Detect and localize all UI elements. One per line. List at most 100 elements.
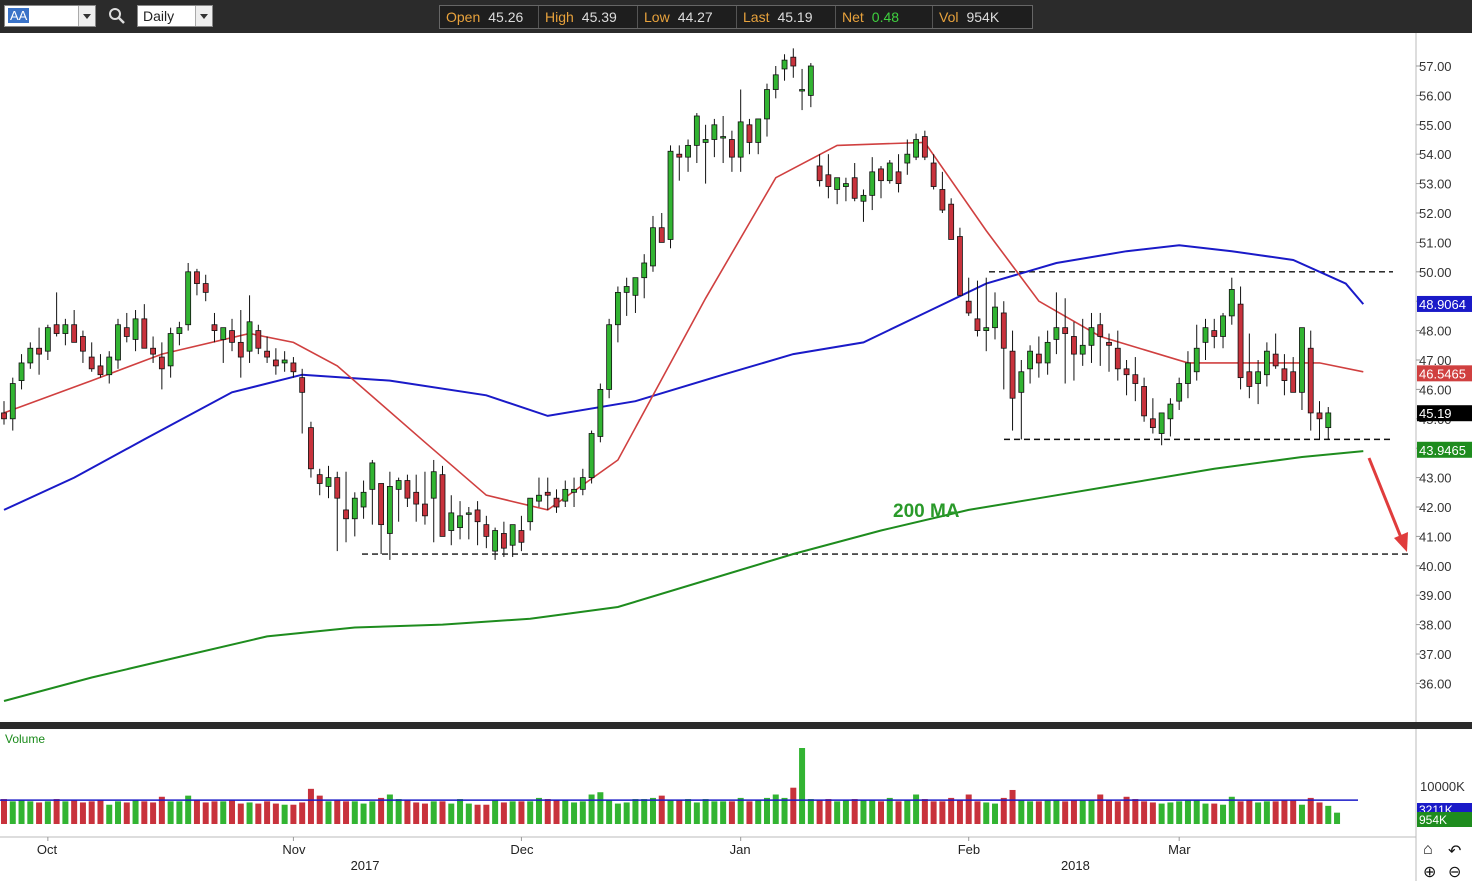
candle-up: [492, 530, 499, 552]
candle-down: [1316, 412, 1323, 420]
candle-down: [404, 480, 411, 499]
candle-down: [1035, 353, 1042, 364]
volume-bar: [351, 801, 358, 824]
candle-down: [71, 324, 78, 343]
volume-bar: [1149, 802, 1156, 824]
chevron-down-icon[interactable]: [195, 6, 212, 26]
candle-down: [658, 227, 665, 243]
toolbar: AA Daily Open 45.26 High 45.39 Low 44.27 La…: [0, 0, 1472, 33]
period-value: Daily: [143, 8, 175, 24]
volume-bar: [421, 803, 428, 824]
chevron-down-icon[interactable]: [78, 6, 95, 26]
trend-arrow-head: [1394, 532, 1408, 552]
volume-bar: [1123, 796, 1130, 824]
volume-bar: [255, 803, 262, 824]
volume-bar: [509, 801, 516, 824]
volume-bar: [123, 802, 130, 824]
volume-bar: [211, 801, 218, 824]
candle-down: [1071, 336, 1077, 355]
home-icon[interactable]: ⌂: [1423, 841, 1433, 858]
volume-bar: [150, 802, 157, 824]
candle-down: [921, 136, 928, 158]
candle-up: [667, 150, 674, 240]
candle-down: [1000, 312, 1007, 349]
volume-bar: [264, 801, 271, 824]
candle-up: [1167, 403, 1174, 420]
volume-bar: [816, 800, 823, 824]
volume-bar: [948, 797, 955, 824]
ma-200-annotation: 200 MA: [893, 501, 960, 522]
candle-up: [799, 89, 805, 92]
volume-bar: [1246, 800, 1253, 824]
volume-bar: [386, 794, 393, 824]
volume-bar: [299, 802, 306, 824]
volume-bar: [685, 799, 692, 824]
candle-down: [1132, 374, 1139, 384]
volume-bar: [281, 804, 288, 824]
undo-icon[interactable]: ↶: [1448, 843, 1462, 860]
volume-bar: [1325, 805, 1332, 824]
candle-down: [123, 327, 130, 337]
candle-down: [264, 350, 271, 358]
symbol-value: AA: [8, 8, 30, 23]
volume-bar: [983, 802, 990, 824]
volume-bar: [1334, 812, 1341, 824]
volume-bar: [106, 804, 113, 824]
candle-down: [878, 168, 884, 182]
candle-up: [1018, 371, 1025, 393]
candle-up: [44, 327, 51, 352]
symbol-input[interactable]: AA: [4, 5, 96, 27]
volume-bar: [737, 797, 744, 824]
pane-separator[interactable]: [0, 722, 1472, 729]
candle-up: [448, 512, 455, 531]
candle-down: [1114, 347, 1121, 370]
search-icon[interactable]: [107, 6, 127, 26]
candle-down: [53, 324, 60, 334]
candle-up: [1325, 412, 1332, 429]
volume-bar: [1237, 801, 1244, 824]
volume-bar: [860, 800, 867, 824]
candle-up: [579, 477, 586, 490]
candle-down: [334, 477, 341, 499]
volume-bar: [869, 800, 876, 824]
price-label: 43.9465: [1419, 443, 1466, 458]
volume-bar: [939, 801, 946, 824]
candle-down: [1062, 327, 1069, 334]
volume-bar: [772, 794, 779, 824]
candle-up: [834, 177, 841, 190]
volume-bar: [1211, 803, 1218, 824]
price-label: 45.19: [1419, 406, 1452, 421]
candle-up: [1228, 289, 1235, 317]
price-chart[interactable]: 57.00 56.00 55.00 54.00 53.00 52.00 51.00 50.00…: [0, 33, 1472, 881]
candle-down: [413, 491, 420, 505]
volume-bar: [825, 799, 832, 824]
volume-bar: [237, 803, 244, 824]
candle-down: [1106, 341, 1112, 346]
period-select[interactable]: Daily: [137, 5, 213, 27]
volume-bar: [220, 801, 227, 824]
volume-bar: [518, 801, 525, 824]
zoom-in-icon[interactable]: ⊕: [1423, 864, 1437, 881]
volume-bar: [842, 800, 849, 824]
candle-up: [220, 327, 227, 340]
volume-bar: [658, 795, 665, 824]
price-label-box: [1417, 295, 1472, 312]
candle-up: [351, 497, 358, 520]
candle-up: [386, 486, 393, 534]
candle-up: [764, 89, 770, 120]
volume-tick-label: 10000K: [1420, 779, 1465, 794]
zoom-out-icon[interactable]: ⊖: [1448, 864, 1462, 881]
candle-down: [80, 336, 86, 352]
volume-bar: [1290, 800, 1297, 824]
candle-down: [474, 509, 481, 523]
volume-bar: [1255, 802, 1262, 824]
volume-bar: [930, 801, 937, 824]
volume-bar: [1298, 804, 1305, 824]
quote-last: Last 45.19: [737, 6, 836, 28]
candle-down: [790, 56, 797, 67]
volume-bar: [1070, 800, 1077, 824]
candle-up: [702, 139, 709, 143]
volume-bar: [193, 800, 200, 824]
volume-bar: [167, 801, 174, 824]
quote-bar: Open 45.26 High 45.39 Low 44.27 Last 45.19 N…: [439, 5, 1033, 29]
